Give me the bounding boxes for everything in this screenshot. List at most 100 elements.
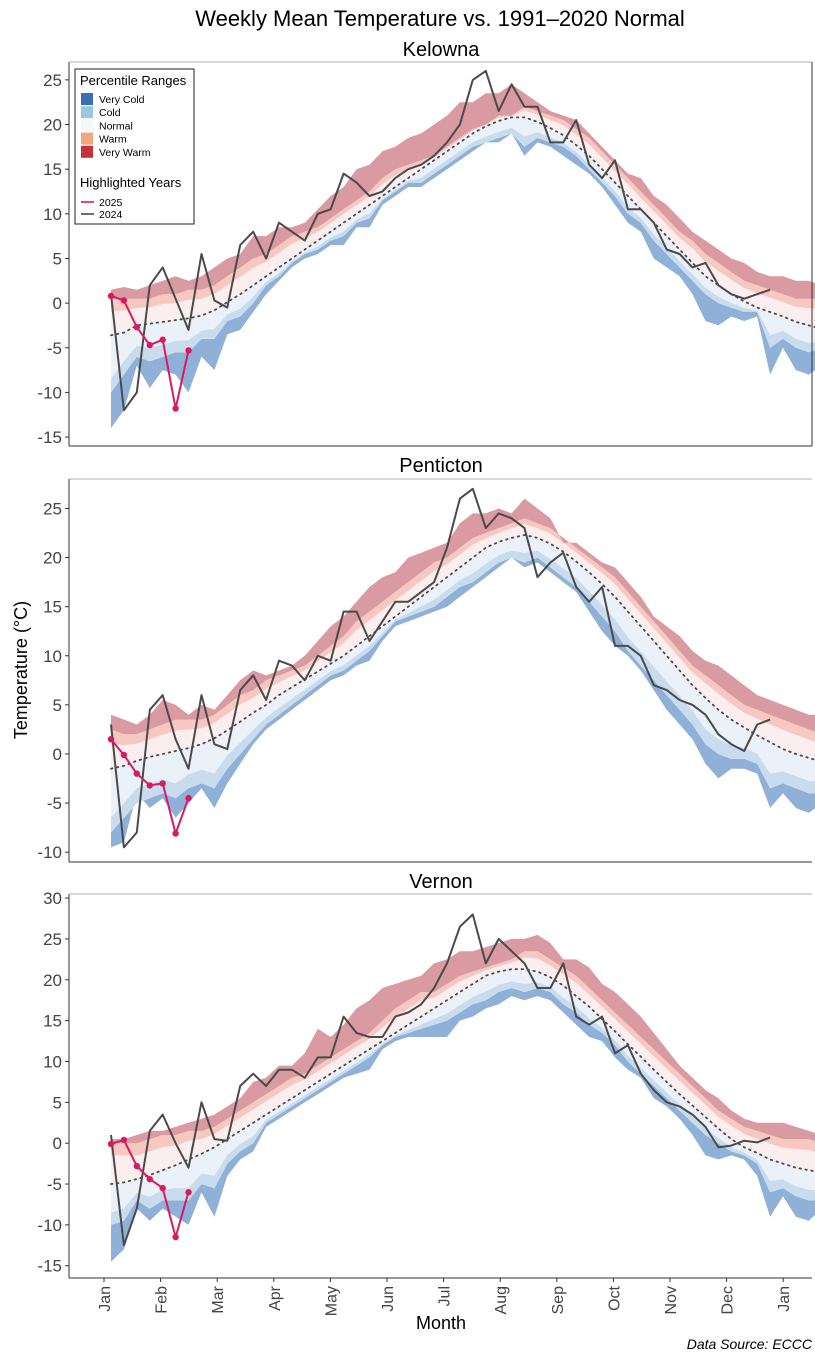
legend-item-label: Normal xyxy=(99,120,133,132)
series-2025-point xyxy=(146,1175,153,1183)
cold-normal-band xyxy=(111,535,815,833)
x-tick-label: Dec xyxy=(720,1286,737,1314)
y-tick-label: 5 xyxy=(53,696,62,715)
very-warm-band xyxy=(111,498,815,735)
series-2025-point xyxy=(185,794,192,802)
series-2025-point xyxy=(159,336,166,343)
x-tick-label: Jan xyxy=(776,1286,793,1312)
chart-title: Weekly Mean Temperature vs. 1991–2020 No… xyxy=(195,6,685,31)
x-tick-label: May xyxy=(323,1286,340,1316)
y-tick-label: 20 xyxy=(43,116,62,135)
warm-band xyxy=(111,518,815,746)
series-2024-line xyxy=(110,913,771,1247)
y-tick-label: -5 xyxy=(47,339,62,358)
series-2025-point xyxy=(133,770,141,777)
x-tick-label: Jan xyxy=(97,1286,114,1312)
y-tick-label: 10 xyxy=(43,205,62,224)
legend-swatch xyxy=(81,106,93,119)
x-tick-label: Nov xyxy=(663,1286,680,1314)
very-warm-band xyxy=(111,934,815,1144)
x-tick-label: Sep xyxy=(550,1286,567,1315)
x-tick-label: Feb xyxy=(154,1286,171,1314)
series-2025-point xyxy=(185,1189,192,1196)
normal-median-line xyxy=(110,116,815,337)
series-2025-point xyxy=(172,1233,179,1241)
panel-title: Vernon xyxy=(409,871,472,893)
y-tick-label: 5 xyxy=(53,249,62,268)
percentile-bands xyxy=(111,498,815,848)
cold-band xyxy=(111,981,815,1225)
series-2025-point xyxy=(172,405,179,412)
warm-normal-band xyxy=(111,951,815,1184)
warm-normal-band xyxy=(111,518,815,769)
legend-swatch xyxy=(81,132,93,145)
chart-panels: Kelowna-15-10-50510152025Penticton-10-50… xyxy=(37,39,815,1316)
panel-penticton: Penticton -10 -5 0 5 10 15 20 25 xyxy=(37,455,815,863)
y-tick-label: -10 xyxy=(37,843,62,862)
series-2025-point xyxy=(120,1136,128,1144)
y-tick-label: 0 xyxy=(53,745,62,764)
x-tick-label: Oct xyxy=(606,1285,623,1310)
x-tick-label: Mar xyxy=(210,1285,227,1313)
x-tick-label: Jul xyxy=(437,1286,454,1306)
cold-normal-band xyxy=(111,117,815,393)
legend-item-label: Cold xyxy=(99,107,121,119)
y-tick-label: -10 xyxy=(37,1216,62,1235)
series-2025-point xyxy=(146,782,153,789)
legend-box xyxy=(74,68,195,225)
x-tick-label: Jun xyxy=(380,1286,397,1312)
y-tick-label: 30 xyxy=(43,889,62,908)
legend-years-title: Highlighted Years xyxy=(80,175,182,190)
series-2025-point xyxy=(172,830,179,837)
series-2025-point xyxy=(133,324,141,331)
warm-band xyxy=(111,951,815,1156)
panel-vernon: Vernon -15 -10 -5 0 5 10 15 20 25 30 Jan Feb Mar Apr Ma… xyxy=(37,871,815,1316)
normal-median-line xyxy=(110,968,815,1185)
y-tick-label: -5 xyxy=(47,794,62,813)
y-tick-label: 15 xyxy=(43,1012,62,1031)
y-tick-label: 15 xyxy=(43,160,62,179)
y-tick-label: 25 xyxy=(43,71,62,90)
legend-item-label: Warm xyxy=(99,134,127,146)
series-2025-point xyxy=(107,292,115,300)
legend-item-label: Very Warm xyxy=(99,147,151,159)
cold-band xyxy=(111,127,815,393)
y-tick-label: 5 xyxy=(53,1093,62,1112)
data-source: Data Source: ECCC xyxy=(687,1336,813,1352)
y-tick-label: 0 xyxy=(53,1134,62,1153)
cold-band xyxy=(111,550,815,833)
legend-item-label: Very Cold xyxy=(99,94,145,106)
series-2024-line xyxy=(110,487,771,849)
y-tick-label: -15 xyxy=(37,428,62,447)
legend-swatch xyxy=(81,145,93,158)
series-2025-point xyxy=(120,297,128,304)
x-tick-label: Apr xyxy=(267,1285,284,1311)
y-axis-label: Temperature (°C) xyxy=(11,601,31,739)
y-tick-label: 0 xyxy=(53,294,62,313)
y-tick-label: 10 xyxy=(43,1052,62,1071)
series-2025-point xyxy=(146,341,153,349)
panel-title: Penticton xyxy=(399,455,482,477)
y-tick-label: -15 xyxy=(37,1257,62,1276)
percentile-bands xyxy=(111,934,815,1262)
series-2025-point xyxy=(107,736,115,743)
series-2025-point xyxy=(107,1140,115,1148)
y-tick-label: 10 xyxy=(43,647,62,666)
y-tick-label: -10 xyxy=(37,383,62,402)
y-tick-label: -5 xyxy=(47,1175,62,1194)
series-2024-line xyxy=(110,69,771,412)
series-2025-point xyxy=(120,751,128,759)
series-2025-point xyxy=(185,347,192,354)
legend-year-label: 2024 xyxy=(99,209,123,221)
normal-median-line xyxy=(110,534,815,770)
series-2025-point xyxy=(159,1184,166,1192)
legend-swatch xyxy=(81,93,93,105)
legend-year-label: 2025 xyxy=(99,197,123,209)
y-tick-label: 25 xyxy=(43,499,62,518)
very-warm-band xyxy=(111,84,815,299)
panel-title: Kelowna xyxy=(403,39,481,61)
y-tick-label: 25 xyxy=(43,930,62,949)
